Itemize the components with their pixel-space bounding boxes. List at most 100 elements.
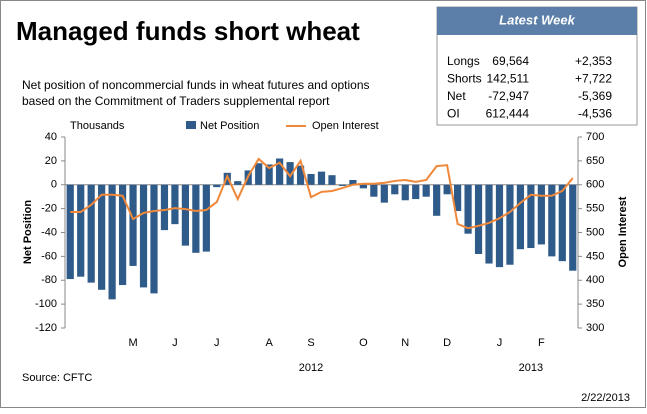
table-cell: Longs [447,54,480,68]
bar [171,184,179,225]
bar [495,184,504,268]
bar [527,184,535,249]
y2-tick-label: 300 [586,322,604,334]
y-tick-label: 0 [51,179,57,191]
line [70,157,574,230]
table-cell: -4,536 [578,107,612,121]
bar [328,175,336,185]
y-tick-label: -60 [41,250,57,262]
bar [77,184,85,277]
y2-tick-label: 700 [586,131,604,143]
bar [139,184,148,288]
bar [338,184,347,186]
bar [129,184,137,266]
bar [98,184,106,290]
bar [359,184,367,189]
bar [66,184,74,280]
bar [558,184,566,262]
bar [213,184,221,188]
x-tick-label: A [265,337,273,349]
table-cell: +7,722 [575,72,612,86]
y-axis-label: Net Position [22,200,34,264]
bar [537,184,545,245]
bar [412,184,420,200]
bar [380,184,388,203]
bar [349,179,357,185]
bar [286,162,294,185]
table-cell: -72,947 [488,89,529,103]
inset-header [437,7,637,35]
year-label: 2013 [519,362,543,374]
y2-tick-label: 400 [586,274,604,286]
bar [317,171,326,185]
x-tick-label: J [172,337,178,349]
bar [548,184,556,257]
y2-tick-label: 650 [586,155,604,167]
bar [569,184,577,271]
x-tick-label: D [443,337,451,349]
bar [443,184,451,195]
bar [276,158,284,185]
bar [255,163,263,185]
legend-label: Open Interest [312,120,379,132]
y2-tick-label: 550 [586,203,604,215]
bar [265,164,273,185]
y-tick-label: -80 [41,274,57,286]
y-tick-label: 20 [45,155,57,167]
table-cell: 69,564 [492,54,529,68]
bar [474,184,483,254]
bar [485,184,493,264]
legend-label: Net Position [200,120,259,132]
table-cell: OI [447,107,460,121]
y2-axis-label: Open Interest [617,196,629,267]
table-cell: +2,353 [575,54,612,68]
bar [87,184,95,283]
subtitle: Net position of noncommercial funds in w… [22,78,370,92]
y-tick-label: -40 [41,226,57,238]
bar [370,184,378,197]
x-tick-label: S [307,337,314,349]
y2-tick-label: 450 [586,250,604,262]
bar [516,184,525,250]
subtitle: based on the Commitment of Traders suppl… [22,94,330,108]
y-tick-label: 40 [45,131,57,143]
y-tick-label: -20 [41,203,57,215]
year-label: 2012 [299,362,323,374]
date: 2/22/2013 [581,392,630,404]
chart-title: Managed funds short wheat [16,16,360,46]
x-tick-label: F [538,337,545,349]
table-cell: 612,444 [486,107,530,121]
y2-tick-label: 500 [586,226,604,238]
table-cell: 142,511 [487,72,530,86]
y-tick-label: -100 [35,298,57,310]
bar [307,174,315,185]
bar [150,184,158,294]
x-tick-label: M [128,337,137,349]
bar [401,184,409,201]
x-tick-label: N [401,337,409,349]
table-cell: Net [447,89,466,103]
bar [202,184,210,252]
bar [454,184,462,212]
x-tick-label: J [214,337,220,349]
inset-title: Latest Week [499,12,575,27]
source: Source: CFTC [22,372,92,384]
y2-tick-label: 600 [586,179,604,191]
y-tick-label: -120 [35,322,57,334]
bar [108,184,116,300]
table-cell: Shorts [447,72,482,86]
x-tick-label: O [359,337,368,349]
x-tick-label: J [497,337,503,349]
bar [464,184,472,234]
bar [192,184,200,253]
bar [391,184,399,195]
y-unit: Thousands [70,120,125,132]
bar [296,165,305,185]
bar [118,184,127,286]
bar [433,184,441,216]
legend-swatch [186,121,196,129]
table-cell: -5,369 [578,89,612,103]
bar [160,184,169,231]
bar [422,184,430,197]
